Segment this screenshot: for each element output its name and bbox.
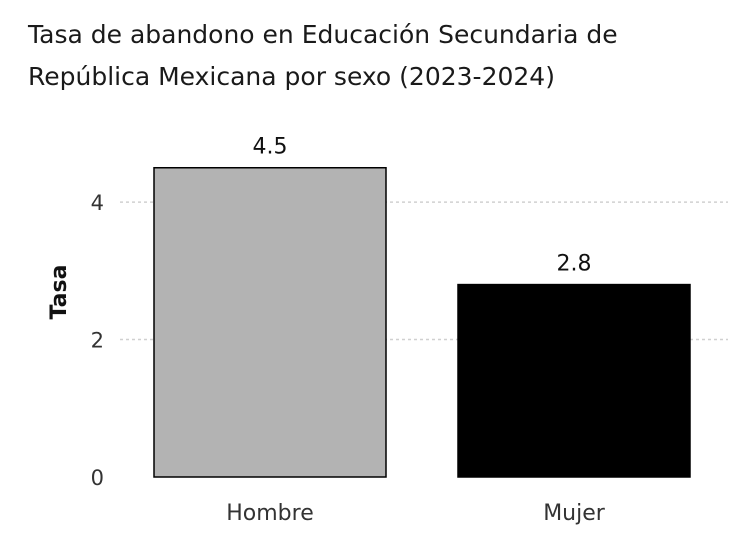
bars (153, 166, 691, 478)
chart-title-line-1: Tasa de abandono en Educación Secundaria… (28, 20, 618, 49)
y-tick-label: 4 (91, 191, 104, 215)
bar-mujer (457, 283, 691, 478)
y-axis-label: Tasa (47, 265, 72, 320)
data-label-hombre: 4.5 (253, 135, 288, 160)
y-tick-label: 0 (91, 466, 104, 490)
bar-hombre (153, 166, 387, 478)
data-labels: 4.5 2.8 (253, 135, 592, 277)
x-axis-ticks: Hombre Mujer (226, 501, 606, 526)
x-tick-label-mujer: Mujer (543, 501, 606, 526)
data-label-mujer: 2.8 (557, 252, 592, 277)
chart-title: Tasa de abandono en Educación Secundaria… (28, 14, 728, 98)
chart-title-line-2: República Mexicana por sexo (2023-2024) (28, 62, 555, 91)
y-axis-ticks: 0 2 4 (91, 191, 104, 490)
y-tick-label: 2 (91, 329, 104, 353)
x-tick-label-hombre: Hombre (226, 501, 314, 526)
